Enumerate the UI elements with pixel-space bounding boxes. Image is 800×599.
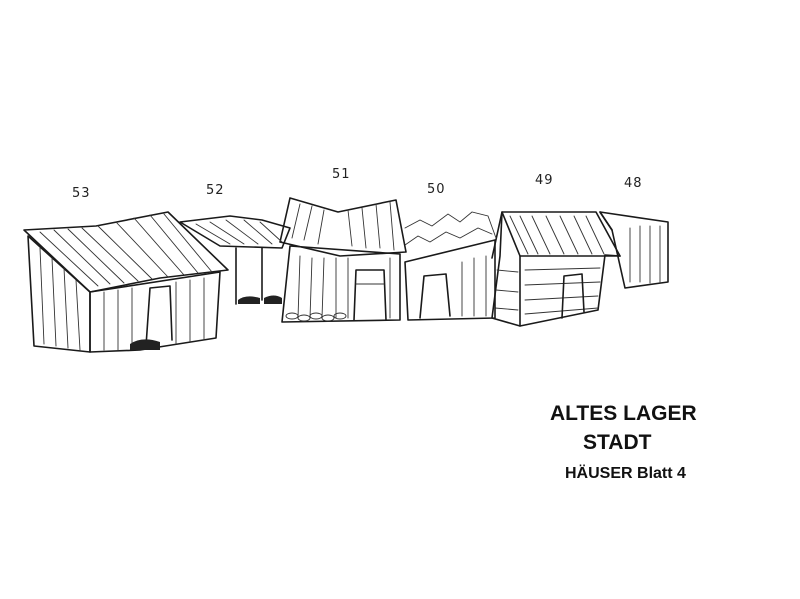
house-number-51: 51 [332, 167, 351, 182]
house-49 [491, 211, 621, 327]
caption-title: ALTES LAGER [550, 402, 697, 425]
house-number-50: 50 [427, 182, 446, 197]
house-number-49: 49 [535, 173, 554, 188]
house-48 [599, 211, 669, 289]
house-50 [404, 211, 497, 321]
house-number-53: 53 [72, 186, 91, 201]
house-51 [279, 197, 407, 323]
house-number-52: 52 [206, 183, 225, 198]
house-52 [179, 215, 291, 305]
caption-subtitle: STADT [583, 431, 652, 454]
house-number-48: 48 [624, 176, 643, 191]
house-53 [23, 211, 229, 353]
caption-sheet-label: HÄUSER Blatt 4 [565, 465, 686, 482]
